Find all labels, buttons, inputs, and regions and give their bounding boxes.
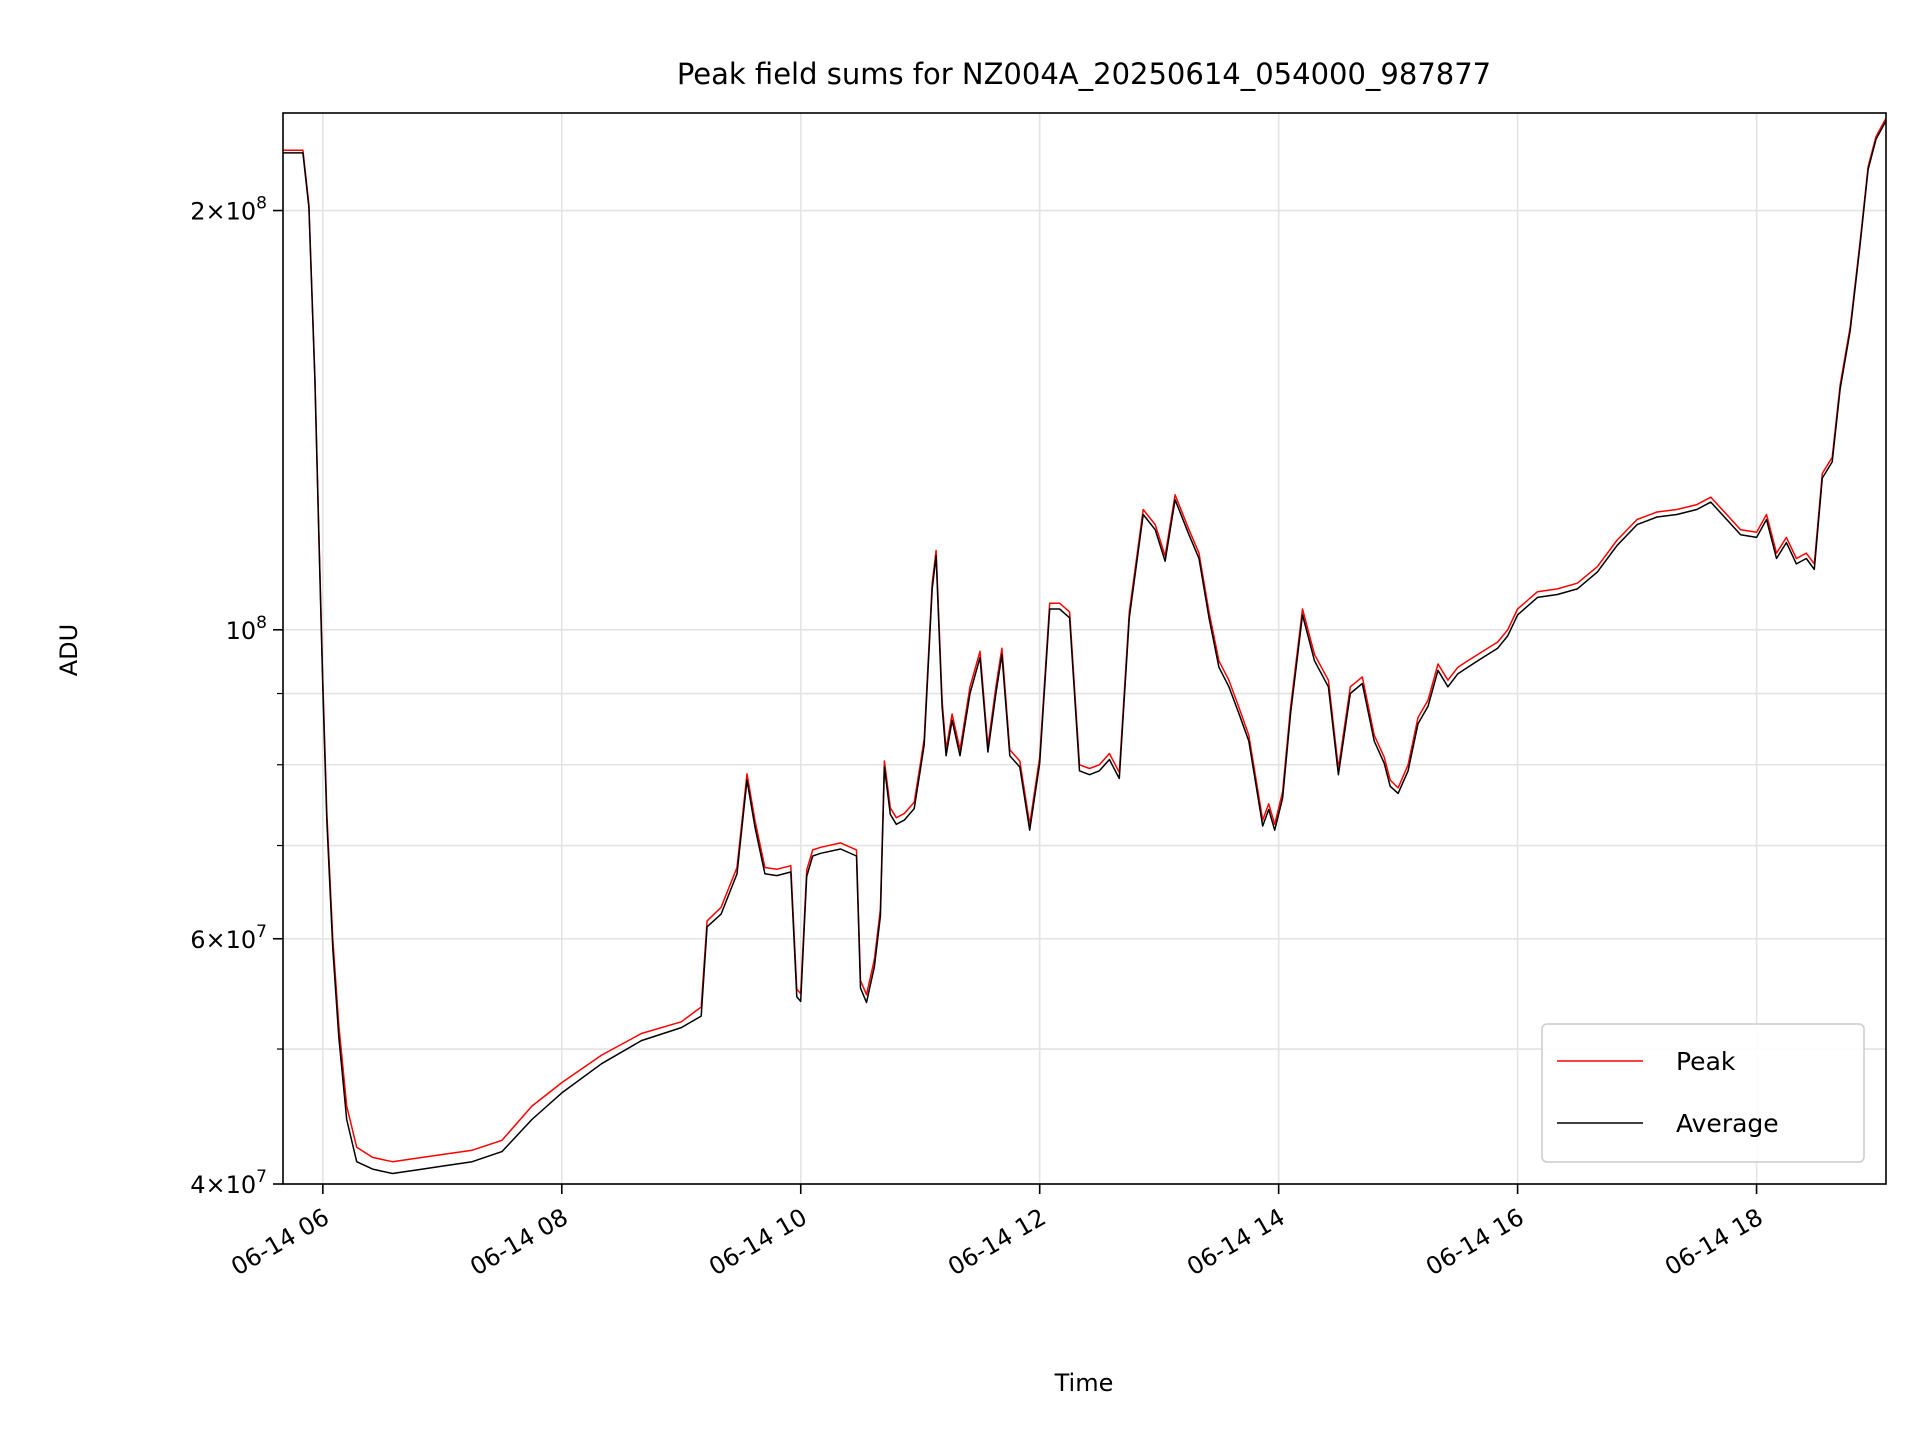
y-tick-label: 4×107 [190, 1167, 267, 1199]
series-line-average [283, 120, 1886, 1175]
x-axis-label: Time [1054, 1369, 1114, 1397]
legend-label-peak: Peak [1676, 1047, 1736, 1076]
legend-box [1541, 1023, 1865, 1163]
y-tick-label: 2×108 [190, 194, 267, 226]
y-axis-label: ADU [55, 624, 83, 676]
y-axis-ticks: 4×107 6×107 108 2×108 [190, 194, 283, 1199]
series-layer [283, 117, 1886, 1175]
grid [283, 113, 1886, 1185]
legend: Peak Average [1541, 1023, 1865, 1163]
chart-title: Peak field sums for NZ004A_20250614_0540… [677, 57, 1491, 91]
plot-frame [282, 112, 1887, 1185]
y-tick-label: 108 [226, 613, 267, 645]
legend-label-average: Average [1676, 1109, 1779, 1138]
y-tick-label: 6×107 [190, 922, 267, 954]
